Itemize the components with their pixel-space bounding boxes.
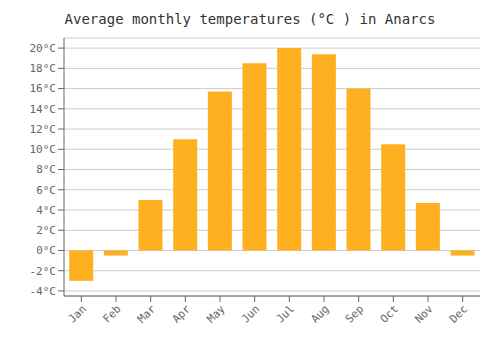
svg-text:12°C: 12°C (30, 123, 57, 136)
svg-text:14°C: 14°C (30, 103, 57, 116)
svg-text:Oct: Oct (378, 302, 401, 325)
svg-text:0°C: 0°C (36, 244, 56, 257)
svg-text:20°C: 20°C (30, 42, 57, 55)
svg-text:Jun: Jun (239, 302, 262, 325)
svg-text:Aug: Aug (308, 302, 331, 325)
svg-text:May: May (204, 302, 228, 326)
html-text:Average monthly temperatures (: Average monthly temperatures (°C ) in An… (64, 11, 436, 27)
svg-text:Feb: Feb (100, 302, 123, 325)
svg-text:2°C: 2°C (36, 224, 56, 237)
svg-text:16°C: 16°C (30, 82, 57, 95)
svg-text:Apr: Apr (170, 302, 194, 326)
svg-text:Sep: Sep (343, 302, 366, 325)
svg-text:-2°C: -2°C (30, 265, 57, 278)
svg-text:10°C: 10°C (30, 143, 57, 156)
svg-text:Jan: Jan (66, 302, 89, 325)
svg-text:Mar: Mar (135, 302, 159, 326)
svg-text:Nov: Nov (412, 302, 436, 326)
svg-text:4°C: 4°C (36, 204, 56, 217)
svg-text:6°C: 6°C (36, 184, 56, 197)
svg-text:18°C: 18°C (30, 62, 57, 75)
svg-text:8°C: 8°C (36, 163, 56, 176)
svg-text:Jul: Jul (274, 302, 297, 325)
svg-text:-4°C: -4°C (30, 285, 57, 298)
svg-text:Dec: Dec (447, 302, 470, 325)
